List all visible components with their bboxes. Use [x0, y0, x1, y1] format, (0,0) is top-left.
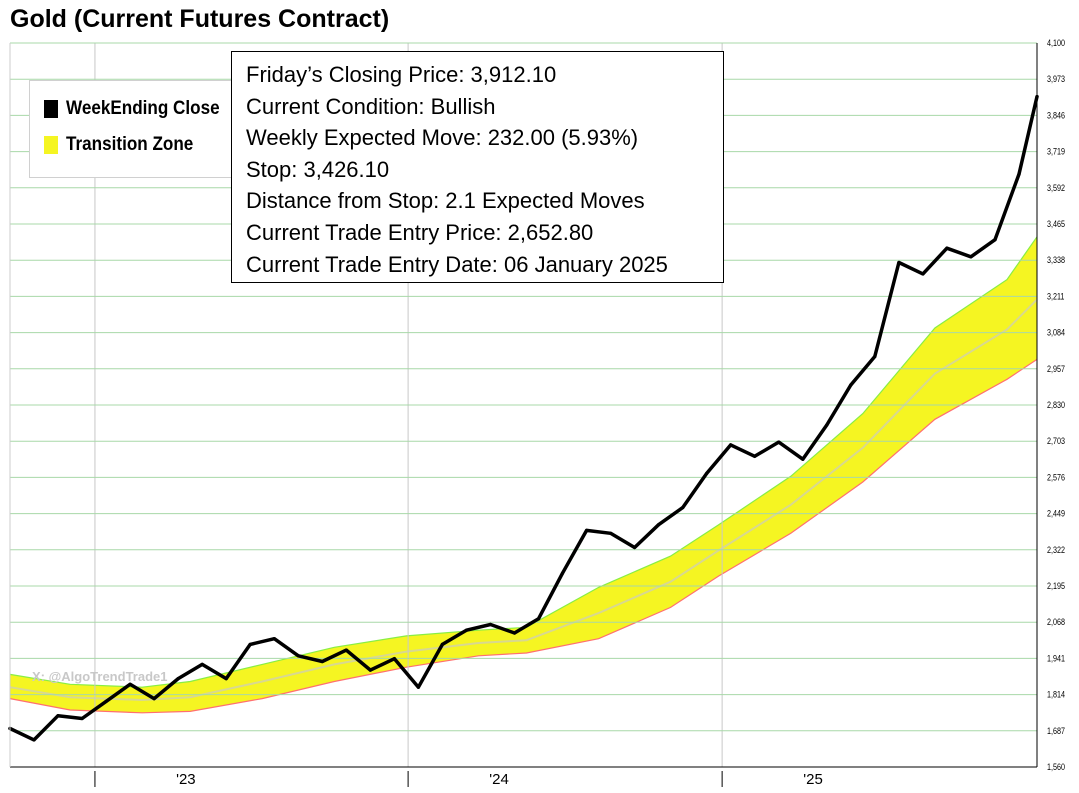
close-point-6 — [152, 697, 156, 701]
close-point-3 — [80, 716, 84, 721]
close-point-14 — [344, 648, 348, 652]
close-point-24 — [585, 528, 589, 533]
info-condition: Current Condition: Bullish — [246, 93, 496, 119]
close-point-34 — [825, 423, 829, 427]
close-point-26 — [633, 545, 637, 550]
close-point-30 — [729, 443, 733, 447]
y-tick-label-18: 3,846 — [1047, 111, 1065, 121]
y-tick-label-16: 3,592 — [1047, 183, 1065, 193]
close-point-2 — [56, 714, 60, 718]
close-point-38 — [921, 272, 925, 276]
close-point-13 — [320, 659, 324, 664]
chart-title: Gold (Current Futures Contract) — [10, 5, 390, 33]
zone-mid-line — [9, 298, 1038, 702]
close-point-1 — [32, 738, 36, 742]
y-tick-label-14: 3,338 — [1047, 255, 1065, 265]
close-point-7 — [176, 677, 180, 681]
close-point-8 — [200, 662, 204, 667]
legend-label-close: WeekEnding Close — [66, 98, 220, 119]
close-point-4 — [104, 699, 108, 704]
close-point-37 — [897, 260, 901, 265]
close-point-31 — [753, 454, 757, 458]
close-point-21 — [512, 631, 517, 635]
legend: WeekEnding Close Transition Zone — [29, 80, 241, 178]
close-point-25 — [609, 531, 613, 535]
info-entry-price: Current Trade Entry Price: 2,652.80 — [246, 219, 594, 245]
legend-swatch-close — [44, 100, 58, 118]
y-tick-label-1: 1,687 — [1047, 726, 1065, 736]
info-closing-price: Friday’s Closing Price: 3,912.10 — [246, 62, 557, 87]
close-point-18 — [440, 642, 444, 647]
close-point-35 — [849, 383, 853, 387]
y-tick-label-20: 4,100 — [1047, 38, 1065, 48]
info-box: Friday’s Closing Price: 3,912.10 Current… — [231, 51, 724, 283]
watermark: X: @AlgoTrendTrade1 — [32, 669, 168, 684]
close-point-32 — [777, 440, 781, 444]
y-tick-label-10: 2,830 — [1047, 400, 1065, 410]
y-tick-label-4: 2,068 — [1047, 617, 1065, 627]
close-point-36 — [873, 354, 877, 359]
close-line-0 — [8, 94, 1039, 742]
y-tick-label-9: 2,703 — [1047, 436, 1065, 446]
close-point-28 — [681, 506, 685, 510]
close-point-19 — [464, 628, 468, 632]
legend-swatch-zone — [44, 136, 58, 154]
info-entry-date: Current Trade Entry Date: 06 January 202… — [246, 251, 668, 277]
close-point-10 — [248, 642, 252, 647]
close-point-22 — [536, 617, 541, 621]
close-point-9 — [224, 677, 228, 681]
y-tick-label-11: 2,957 — [1047, 364, 1065, 374]
close-point-41 — [993, 238, 997, 242]
close-point-12 — [296, 654, 300, 658]
legend-item-close: WeekEnding Close — [44, 98, 237, 120]
close-point-11 — [272, 637, 276, 641]
legend-label-zone: Transition Zone — [66, 134, 194, 155]
zone-band — [10, 236, 1037, 713]
close-point-40 — [969, 255, 973, 259]
close-point-17 — [416, 685, 420, 689]
y-tick-label-17: 3,719 — [1047, 147, 1065, 157]
x-tick-label-1: '24 — [489, 771, 509, 788]
y-tick-label-12: 3,084 — [1047, 328, 1065, 338]
close-point-20 — [488, 622, 493, 627]
close-point-15 — [368, 668, 372, 672]
close-point-42 — [1017, 172, 1021, 176]
info-expected-move: Weekly Expected Move: 232.00 (5.93%) — [246, 125, 639, 151]
y-tick-label-2: 1,814 — [1047, 690, 1065, 700]
y-tick-label-8: 2,576 — [1047, 473, 1065, 483]
y-tick-label-3: 1,941 — [1047, 654, 1065, 664]
y-tick-label-6: 2,322 — [1047, 545, 1065, 555]
x-tick-label-2: '25 — [803, 771, 823, 788]
close-point-5 — [128, 682, 132, 686]
y-tick-label-0: 1,560 — [1047, 762, 1065, 772]
y-tick-label-5: 2,195 — [1047, 581, 1065, 591]
close-point-23 — [560, 571, 565, 575]
x-tick-label-0: '23 — [176, 771, 196, 788]
close-point-27 — [657, 523, 661, 527]
close-point-16 — [392, 657, 396, 661]
legend-item-zone: Transition Zone — [44, 134, 207, 156]
transition-zone — [9, 236, 1038, 714]
info-stop: Stop: 3,426.10 — [246, 156, 390, 182]
close-point-33 — [801, 457, 805, 461]
info-distance: Distance from Stop: 2.1 Expected Moves — [246, 188, 645, 214]
y-tick-label-7: 2,449 — [1047, 509, 1065, 519]
close-point-39 — [945, 246, 949, 250]
y-tick-label-19: 3,973 — [1047, 74, 1065, 84]
y-tick-label-15: 3,465 — [1047, 219, 1065, 229]
y-tick-label-13: 3,211 — [1047, 292, 1065, 302]
close-point-29 — [705, 471, 709, 475]
zone-lower-edge — [9, 358, 1038, 714]
axes: 1,560 1,687 1,814 1,941 2,068 2,195 2,322 2,449… — [9, 38, 1065, 788]
